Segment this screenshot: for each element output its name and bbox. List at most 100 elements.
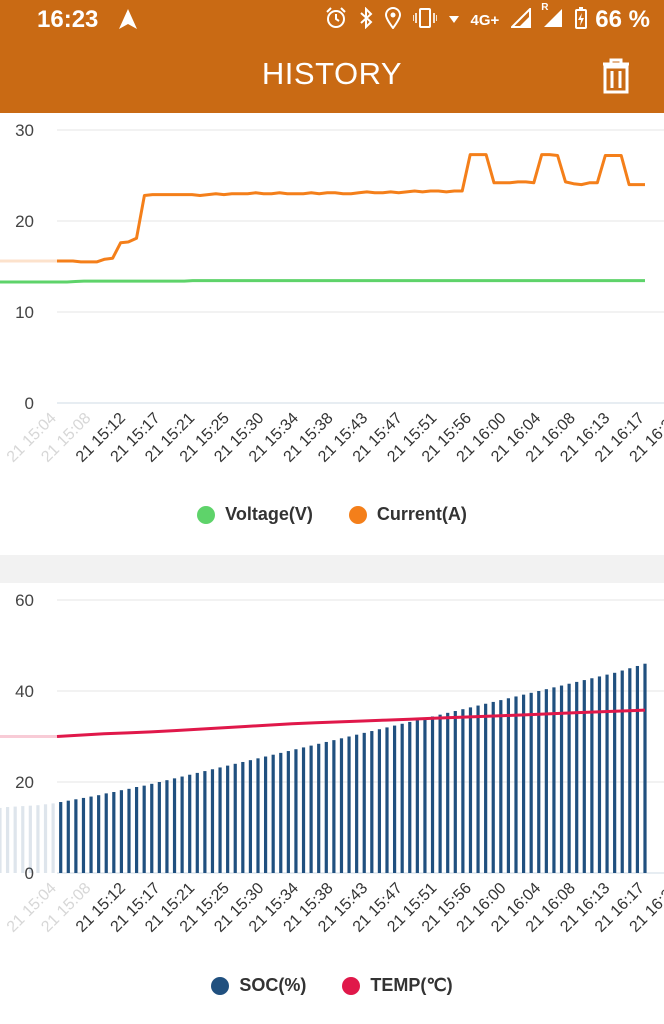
soc-bar <box>81 797 86 873</box>
soc-bar <box>142 785 146 873</box>
soc-bar <box>453 711 457 873</box>
soc-bar <box>324 741 328 873</box>
section-divider <box>0 555 664 583</box>
legend-label-soc: SOC(%) <box>239 975 307 995</box>
soc-bar <box>226 765 230 873</box>
soc-bar <box>347 736 351 873</box>
chart1-ytick-label: 10 <box>15 303 34 322</box>
voltage-line <box>0 279 645 284</box>
soc-bar <box>476 705 480 873</box>
soc-bar <box>355 734 359 873</box>
legend-temp[interactable]: TEMP(℃) <box>342 975 453 996</box>
soc-bar <box>430 716 435 873</box>
alarm-icon <box>325 6 347 34</box>
soc-bar <box>157 782 161 873</box>
soc-bar <box>332 740 336 873</box>
status-time: 16:23 <box>37 6 99 33</box>
soc-bar <box>491 701 495 873</box>
soc-bar <box>575 681 579 873</box>
soc-bar <box>544 689 548 873</box>
location-icon <box>384 6 401 34</box>
chart2-ytick-label: 20 <box>15 773 34 792</box>
soc-bar <box>317 743 321 873</box>
soc-bar <box>180 776 184 873</box>
soc-bar <box>165 780 169 873</box>
legend-label-current: Current(A) <box>376 504 467 524</box>
soc-bar <box>408 721 412 873</box>
chart2-ytick-label: 40 <box>15 682 34 701</box>
legend-voltage[interactable]: Voltage(V) <box>197 504 313 525</box>
soc-bar <box>263 756 268 873</box>
soc-bar <box>256 758 260 873</box>
legend-label-voltage: Voltage(V) <box>225 504 313 524</box>
chart1-legend: Voltage(V) Current(A) <box>0 504 664 525</box>
soc-bar <box>188 774 192 873</box>
soc-bar <box>301 747 306 873</box>
soc-bar <box>468 707 473 873</box>
soc-bar <box>597 676 602 873</box>
soc-bar <box>59 802 63 873</box>
soc-bar <box>400 723 404 873</box>
soc-bar <box>0 807 2 873</box>
soc-bar <box>438 714 442 873</box>
status-bar: 16:23 4G+ R 66 % <box>0 0 664 40</box>
chart1-ytick-label: 30 <box>15 121 34 140</box>
soc-bar <box>112 792 116 873</box>
soc-legend-dot <box>211 976 230 995</box>
soc-bar <box>521 694 526 873</box>
soc-bar <box>613 672 617 873</box>
soc-bar <box>36 805 40 873</box>
soc-bar <box>74 799 78 873</box>
soc-bar <box>218 767 222 873</box>
soc-bar <box>484 703 488 873</box>
roaming-signal-icon: R <box>541 2 563 33</box>
navigation-icon <box>118 8 138 35</box>
soc-bar <box>13 806 17 873</box>
soc-bar <box>271 754 275 873</box>
soc-bar <box>286 751 290 873</box>
soc-bar <box>127 788 131 873</box>
soc-bar <box>385 727 389 873</box>
app-bar: HISTORY <box>0 40 664 113</box>
legend-current[interactable]: Current(A) <box>348 504 467 525</box>
chart2-legend: SOC(%) TEMP(℃) <box>0 975 664 996</box>
soc-bar <box>537 691 541 873</box>
soc-bar <box>377 729 382 873</box>
soc-bar <box>28 805 32 873</box>
soc-bar <box>559 685 564 873</box>
soc-bar <box>529 692 533 873</box>
chart2-ytick-label: 60 <box>15 591 34 610</box>
current-line <box>57 153 645 264</box>
voltage-legend-dot <box>197 505 216 524</box>
battery-icon <box>575 6 588 34</box>
soc-bar <box>605 674 609 873</box>
legend-soc[interactable]: SOC(%) <box>211 975 306 996</box>
battery-percent: 66 % <box>595 6 650 33</box>
soc-bar <box>172 778 177 873</box>
soc-bar <box>552 687 556 873</box>
soc-bar <box>423 718 427 873</box>
soc-bar <box>134 787 139 873</box>
network-type: 4G+ <box>470 11 500 29</box>
soc-bar <box>415 720 419 873</box>
soc-bar <box>339 738 344 873</box>
soc-bar <box>241 761 245 873</box>
soc-bar <box>203 771 207 873</box>
trash-icon[interactable] <box>596 56 636 101</box>
soc-bar <box>248 760 253 873</box>
vibrate-icon <box>411 7 438 34</box>
soc-bar <box>210 769 215 873</box>
wifi-icon <box>448 11 459 29</box>
roaming-indicator: R <box>541 1 549 13</box>
soc-bar <box>567 683 571 873</box>
soc-bar <box>582 680 586 873</box>
soc-bar <box>499 700 503 873</box>
soc-bar <box>643 663 647 873</box>
soc-bar <box>66 800 70 873</box>
soc-bar <box>362 732 366 873</box>
soc-bar <box>392 725 397 873</box>
soc-bar <box>590 678 594 873</box>
soc-temp-panel: 0 20 40 60 21 15:04 21 15:08 21 15:12 21 15:17 2… <box>0 583 664 1024</box>
